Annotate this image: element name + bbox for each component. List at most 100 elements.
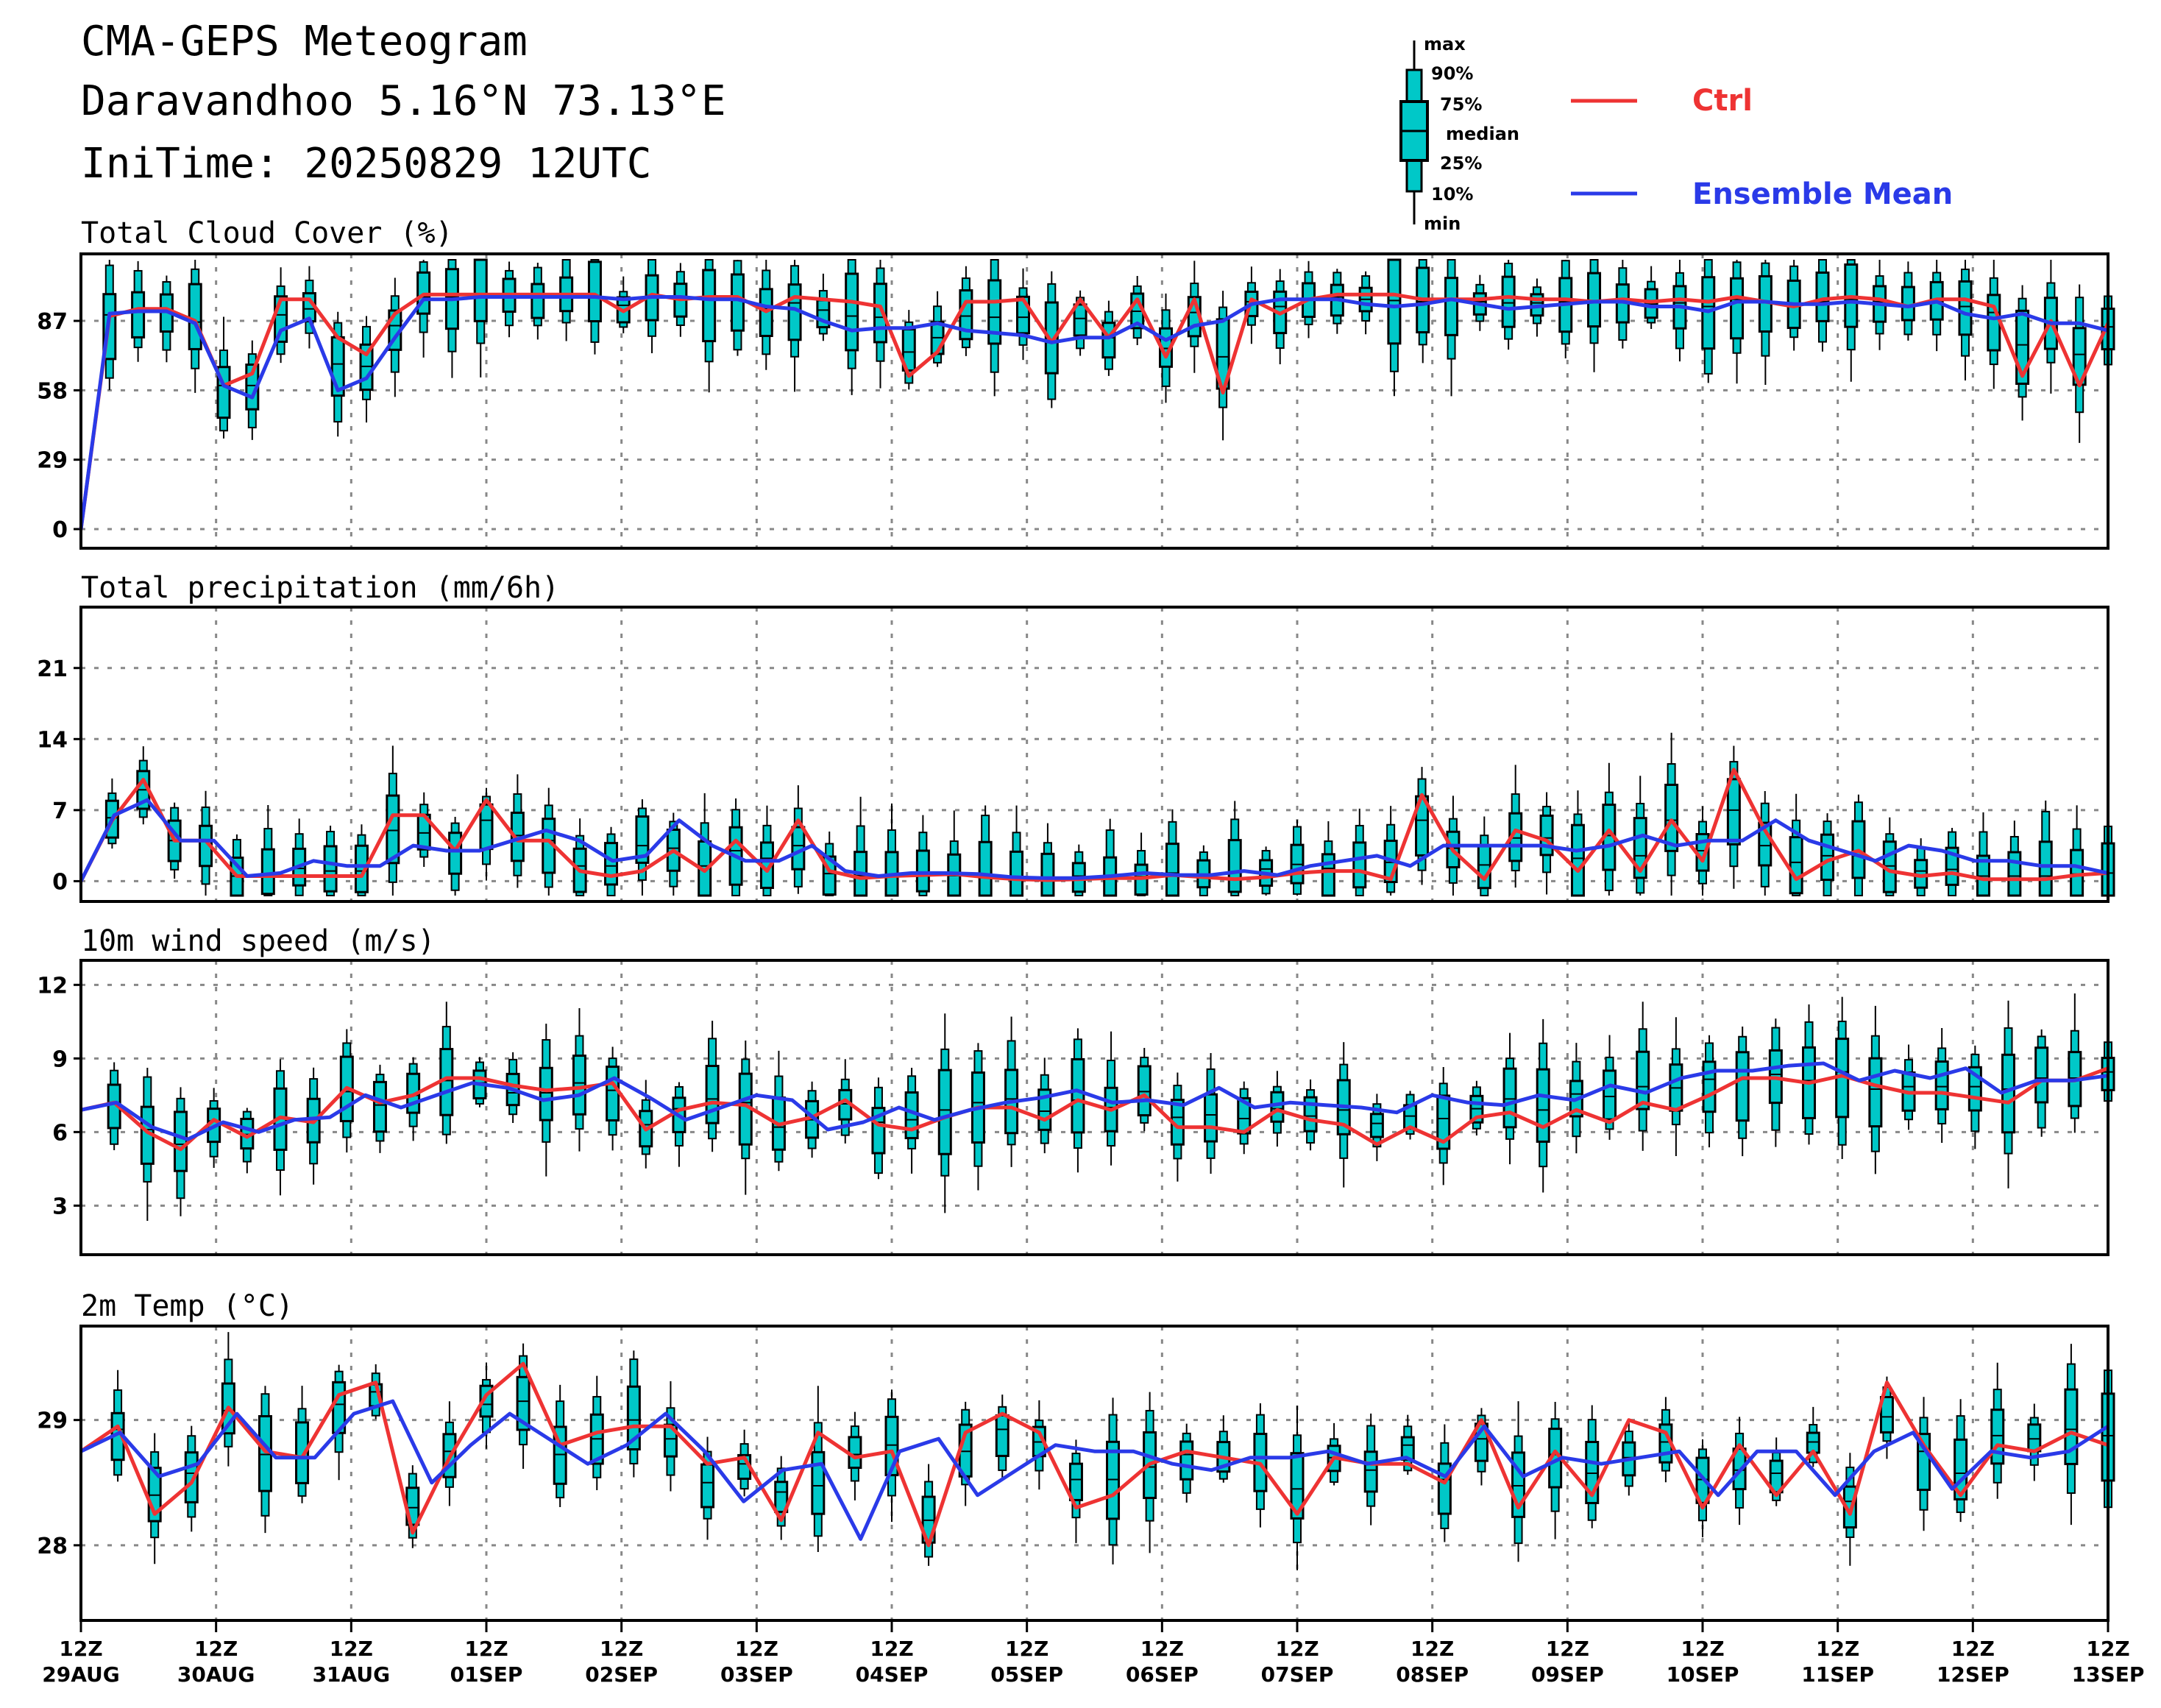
box-25-75 (705, 1064, 720, 1124)
x-tick-hour: 12Z (59, 1637, 102, 1661)
x-tick-hour: 12Z (1275, 1637, 1319, 1661)
box-25-75 (1444, 277, 1459, 336)
x-tick-hour: 12Z (1546, 1637, 1589, 1661)
panel-title: 2m Temp (°C) (81, 1289, 294, 1323)
x-tick-hour: 12Z (2086, 1637, 2129, 1661)
box-25-75 (1815, 271, 1830, 322)
box-25-75 (1137, 1065, 1152, 1117)
y-tick-label: 29 (37, 448, 68, 474)
ctrl-line (80, 1066, 2109, 1152)
x-tick-date: 31AUG (313, 1662, 391, 1687)
legend-box-label: max (1424, 34, 1466, 54)
y-tick-label: 0 (52, 517, 68, 543)
x-tick-date: 09SEP (1531, 1662, 1604, 1687)
panel-frame (79, 252, 2109, 550)
ctrl-line (79, 1361, 2109, 1548)
box-25-75 (995, 1414, 1009, 1457)
box-25-75 (1702, 1060, 1717, 1113)
panel-title: Total precipitation (mm/6h) (81, 571, 559, 605)
legend-box-label: median (1446, 124, 1519, 144)
box-25-75 (1730, 277, 1745, 340)
box-25-75 (700, 1463, 715, 1509)
box-25-75 (323, 845, 338, 893)
box-25-75 (1369, 1113, 1384, 1138)
box-25-75 (1868, 1057, 1883, 1128)
box-25-75 (1570, 823, 1585, 897)
box-25-75 (539, 1066, 553, 1121)
x-tick-date: 02SEP (585, 1662, 658, 1687)
box-25-75 (260, 848, 275, 896)
box-25-75 (1321, 853, 1335, 897)
box-25-75 (1363, 1450, 1378, 1493)
box-25-75 (1879, 1396, 1894, 1434)
box-25-75 (635, 815, 650, 864)
box-25-75 (1165, 843, 1179, 897)
box-25-75 (354, 844, 369, 893)
box-25-75 (1227, 839, 1242, 893)
box-25-75 (702, 269, 717, 343)
x-tick-date: 12SEP (1937, 1662, 2009, 1687)
x-tick-date: 11SEP (1801, 1662, 1874, 1687)
x-tick-hour: 12Z (870, 1637, 913, 1661)
box-25-75 (531, 283, 545, 319)
box-25-75 (604, 842, 619, 886)
box-25-75 (1290, 1452, 1305, 1520)
box-25-75 (1820, 833, 1835, 882)
legend-ctrl-label: Ctrl (1692, 84, 1753, 118)
box-25-75 (1106, 1440, 1121, 1520)
x-tick-hour: 12Z (735, 1637, 778, 1661)
box-25-75 (1101, 322, 1116, 359)
ctrl-line (79, 292, 2110, 530)
box-25-75 (1040, 852, 1055, 897)
box-25-75 (2027, 1423, 2042, 1453)
location-label: Daravandhoo 5.16°N 73.13°E (81, 77, 726, 125)
y-tick-label: 29 (37, 1408, 68, 1434)
x-tick-date: 30AUG (177, 1662, 255, 1687)
box-25-75 (1352, 841, 1367, 889)
y-tick-label: 9 (52, 1046, 68, 1072)
y-tick-label: 58 (37, 378, 68, 404)
box-25-75 (516, 1375, 531, 1431)
y-tick-label: 14 (37, 727, 68, 753)
box-25-75 (1477, 844, 1491, 890)
x-tick-date: 03SEP (720, 1662, 793, 1687)
y-tick-label: 3 (52, 1194, 68, 1219)
x-tick-date: 13SEP (2072, 1662, 2145, 1687)
box-25-75 (774, 1481, 789, 1514)
ensemble-mean-line (79, 798, 2109, 882)
x-tick-hour: 12Z (1140, 1637, 1184, 1661)
x-tick-hour: 12Z (1951, 1637, 1995, 1661)
legend-box-label: 75% (1440, 94, 1482, 115)
y-tick-label: 7 (52, 798, 68, 824)
box-25-75 (572, 1055, 586, 1116)
box-25-75 (1945, 846, 1959, 886)
box-25-75 (1789, 836, 1803, 895)
box-25-75 (1387, 258, 1402, 345)
x-tick-hour: 12Z (1681, 1637, 1724, 1661)
box-25-75 (188, 283, 202, 350)
box-25-75 (1270, 1091, 1285, 1123)
box-25-75 (811, 1450, 826, 1515)
box-25-75 (1009, 850, 1024, 897)
box-25-75 (1958, 280, 1973, 336)
y-tick-label: 0 (52, 869, 68, 895)
ensemble-mean-line (80, 1061, 2109, 1141)
x-tick-hour: 12Z (1816, 1637, 1859, 1661)
y-tick-label: 21 (37, 656, 68, 682)
box-25-75 (1735, 1051, 1750, 1122)
x-tick-date: 06SEP (1126, 1662, 1199, 1687)
panel-frame (79, 1325, 2109, 1622)
y-tick-label: 87 (37, 309, 68, 335)
legend-box-label: min (1424, 213, 1461, 234)
box-25-75 (848, 1436, 862, 1470)
ensemble-mean-line (79, 295, 2109, 530)
box-25-75 (372, 1080, 387, 1133)
box-25-75 (473, 258, 488, 322)
panel-title: Total Cloud Cover (%) (81, 216, 453, 250)
y-tick-label: 6 (52, 1120, 68, 1146)
x-tick-date: 01SEP (450, 1662, 523, 1687)
x-tick-hour: 12Z (194, 1637, 238, 1661)
box-25-75 (1539, 814, 1554, 857)
ensemble-mean-line (79, 1399, 2109, 1541)
